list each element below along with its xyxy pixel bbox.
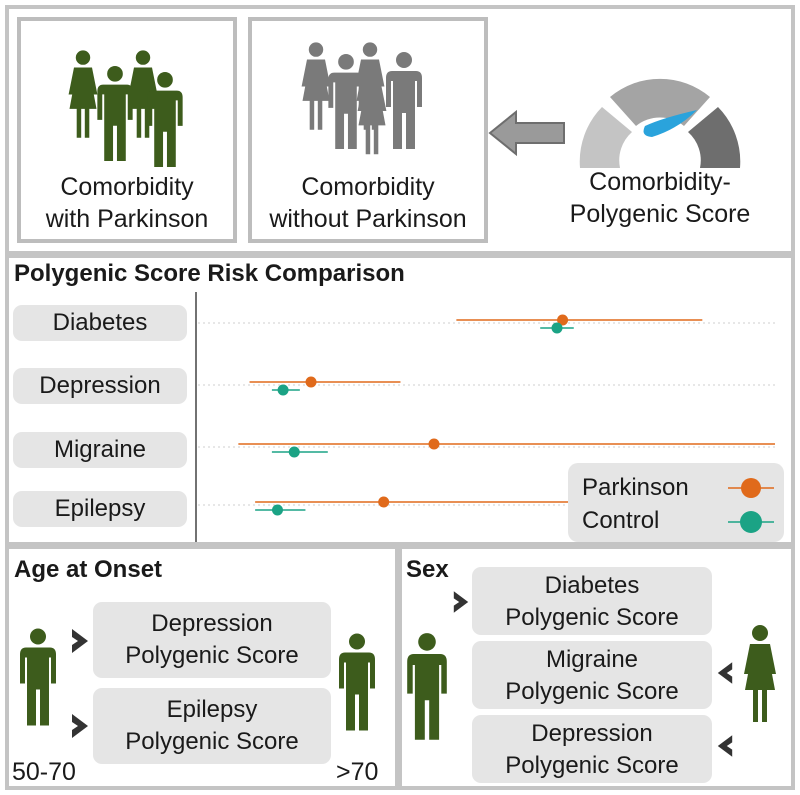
gauge-label: Comorbidity- Polygenic Score bbox=[569, 168, 751, 228]
parkinson-point-diabetes bbox=[557, 314, 569, 326]
male-person-icon bbox=[407, 633, 447, 740]
control-group-box: Comorbidity without Parkinson bbox=[248, 17, 488, 243]
depression-polygenic-pill-sex: Depression Polygenic Score bbox=[472, 715, 712, 783]
depression-polygenic-pill: Depression Polygenic Score bbox=[93, 602, 331, 678]
legend-marker-parkinson bbox=[728, 478, 774, 498]
parkinson-point-depression bbox=[305, 376, 317, 388]
person-50-70-icon bbox=[20, 628, 56, 726]
parkinson-group-box: Comorbidity with Parkinson bbox=[17, 17, 237, 243]
parkinson-people-icon bbox=[68, 50, 183, 168]
age-right-label: >70 bbox=[336, 758, 379, 786]
diabetes-polygenic-pill: Diabetes Polygenic Score bbox=[472, 567, 712, 635]
female-person-icon bbox=[744, 625, 776, 722]
chevron-right-icon bbox=[453, 591, 469, 613]
control-point-diabetes bbox=[551, 322, 563, 334]
control-point-depression bbox=[277, 384, 289, 396]
control-point-epilepsy bbox=[271, 504, 283, 516]
control-point-migraine bbox=[288, 446, 300, 458]
migraine-polygenic-pill: Migraine Polygenic Score bbox=[472, 641, 712, 709]
category-label-epilepsy: Epilepsy bbox=[13, 491, 187, 527]
legend-label-parkinson: Parkinson bbox=[582, 474, 689, 501]
category-label-depression: Depression bbox=[13, 368, 187, 404]
box2-label: Comorbidity without Parkinson bbox=[269, 173, 467, 233]
control-people-icon bbox=[301, 42, 422, 155]
chevron-right-icon bbox=[72, 629, 88, 653]
left-arrow-icon bbox=[488, 109, 565, 157]
age-title: Age at Onset bbox=[14, 556, 163, 583]
box1-label: Comorbidity with Parkinson bbox=[45, 173, 209, 233]
parkinson-point-epilepsy bbox=[378, 496, 390, 508]
forest-plot bbox=[195, 292, 775, 542]
chevron-left-icon bbox=[717, 735, 733, 757]
age-left-label: 50-70 bbox=[12, 758, 76, 786]
legend-label-control: Control bbox=[582, 507, 660, 534]
chart-title: Polygenic Score Risk Comparison bbox=[14, 260, 405, 287]
legend-marker-control bbox=[728, 511, 774, 533]
sex-title: Sex bbox=[406, 556, 449, 583]
chevron-right-icon bbox=[72, 714, 88, 738]
category-label-diabetes: Diabetes bbox=[13, 305, 187, 341]
epilepsy-polygenic-pill: Epilepsy Polygenic Score bbox=[93, 688, 331, 764]
parkinson-point-migraine bbox=[428, 438, 440, 450]
person-over-70-icon bbox=[339, 633, 375, 731]
category-label-migraine: Migraine bbox=[13, 432, 187, 468]
chevron-left-icon bbox=[717, 662, 733, 684]
gauge-icon bbox=[579, 78, 741, 168]
